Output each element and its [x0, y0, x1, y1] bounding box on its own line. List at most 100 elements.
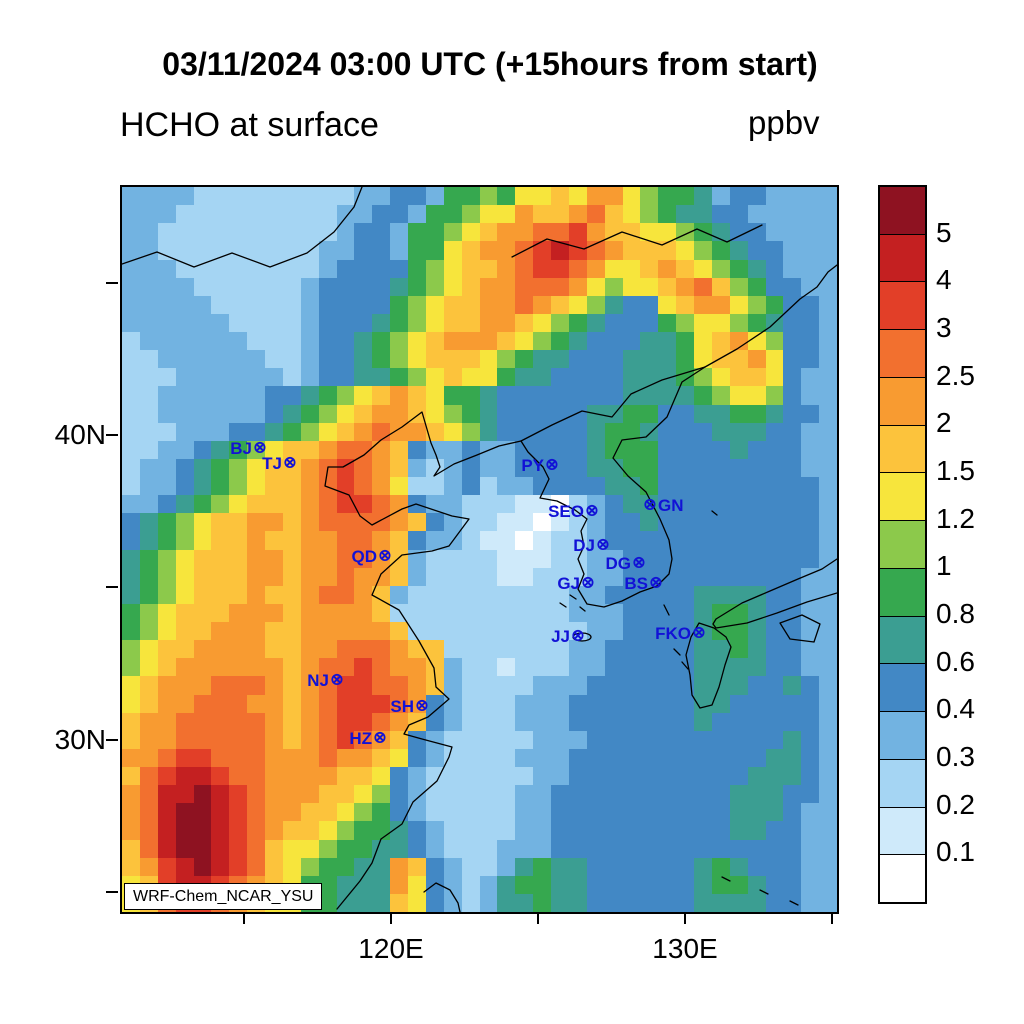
heatmap-cell [801, 821, 820, 840]
heatmap-cell [139, 295, 158, 314]
heatmap-cell [515, 313, 534, 332]
heatmap-cell [229, 658, 248, 677]
heatmap-cell [390, 259, 408, 278]
heatmap-cell [801, 187, 820, 206]
colorbar-segment [880, 855, 925, 903]
heatmap-cell [747, 422, 766, 441]
heatmap-cell [265, 622, 283, 641]
heatmap-cell [568, 187, 587, 206]
heatmap-cell [229, 332, 248, 351]
heatmap-cell [247, 748, 265, 767]
heatmap-cell [461, 368, 480, 387]
heatmap-cell [265, 821, 283, 840]
heatmap-cell [390, 332, 408, 351]
heatmap-cell [515, 205, 534, 224]
heatmap-cell [193, 313, 212, 332]
heatmap-cell [300, 440, 319, 459]
heatmap-cell [586, 187, 605, 206]
heatmap-cell [175, 531, 194, 550]
heatmap-cell [122, 422, 140, 441]
heatmap-cell [157, 803, 176, 822]
heatmap-cell [247, 386, 265, 405]
heatmap-cell [443, 313, 462, 332]
heatmap-cell [694, 187, 712, 206]
heatmap-cell [819, 187, 837, 206]
colorbar-tick-label: 4 [936, 264, 952, 296]
heatmap-cell [211, 422, 230, 441]
heatmap-cell [193, 839, 212, 858]
heatmap-cell [729, 386, 748, 405]
heatmap-cell [497, 205, 516, 224]
heatmap-cell [247, 821, 265, 840]
heatmap-cell [157, 676, 176, 695]
heatmap-cell [819, 241, 837, 260]
heatmap-cell [658, 313, 677, 332]
heatmap-cell [229, 767, 248, 786]
heatmap-cell [247, 640, 265, 659]
heatmap-cell [139, 839, 158, 858]
heatmap-cell [300, 839, 319, 858]
heatmap-cell [211, 803, 230, 822]
heatmap-cell [282, 350, 301, 369]
heatmap-cell [533, 603, 551, 622]
heatmap-cell [479, 277, 498, 296]
heatmap-cell [318, 332, 337, 351]
colorbar-segment [880, 807, 925, 856]
heatmap-cell [247, 839, 265, 858]
heatmap-cell [282, 332, 301, 351]
heatmap-cell [139, 404, 158, 423]
heatmap-cell [658, 332, 677, 351]
heatmap-cell [372, 313, 391, 332]
heatmap-cell [408, 205, 426, 224]
heatmap-cell [300, 748, 319, 767]
heatmap-cell [783, 495, 802, 514]
station-label: GN [658, 496, 684, 516]
heatmap-cell [318, 313, 337, 332]
heatmap-cell [551, 313, 569, 332]
heatmap-cell [282, 785, 301, 804]
heatmap-cell [336, 332, 355, 351]
heatmap-cell [640, 313, 659, 332]
heatmap-cell [265, 440, 283, 459]
heatmap-cell [193, 513, 212, 532]
heatmap-cell [497, 223, 516, 242]
heatmap-cell [586, 313, 605, 332]
heatmap-cell [497, 295, 516, 314]
heatmap-cell [801, 458, 820, 477]
colorbar-segment [880, 377, 925, 426]
colorbar-segment [880, 616, 925, 665]
station-label: JJ [551, 627, 570, 647]
heatmap-cell [211, 531, 230, 550]
heatmap-cell [658, 295, 677, 314]
heatmap-cell [265, 748, 283, 767]
heatmap-cell [139, 313, 158, 332]
colorbar-segment [880, 664, 925, 713]
station-label: NJ [307, 671, 329, 691]
heatmap-cell [568, 259, 587, 278]
heatmap-cell [122, 603, 140, 622]
y-axis-tick [106, 891, 118, 893]
heatmap-cell [193, 368, 212, 387]
heatmap-cell [247, 404, 265, 423]
heatmap-cell [765, 368, 784, 387]
heatmap-cell [193, 458, 212, 477]
heatmap-cell [175, 277, 194, 296]
heatmap-cell [247, 513, 265, 532]
heatmap-cell [139, 458, 158, 477]
heatmap-cell [640, 350, 659, 369]
heatmap-cell [139, 785, 158, 804]
heatmap-cell [765, 187, 784, 206]
heatmap-cell [193, 730, 212, 749]
heatmap-cell [122, 622, 140, 641]
heatmap-cell [300, 694, 319, 713]
heatmap-cell [425, 313, 444, 332]
heatmap-cell [801, 205, 820, 224]
heatmap-cell [157, 767, 176, 786]
heatmap-cell [819, 875, 837, 894]
heatmap-cell [282, 549, 301, 568]
heatmap-cell [801, 513, 820, 532]
heatmap-cell [801, 875, 820, 894]
heatmap-cell [247, 350, 265, 369]
heatmap-cell [533, 658, 551, 677]
